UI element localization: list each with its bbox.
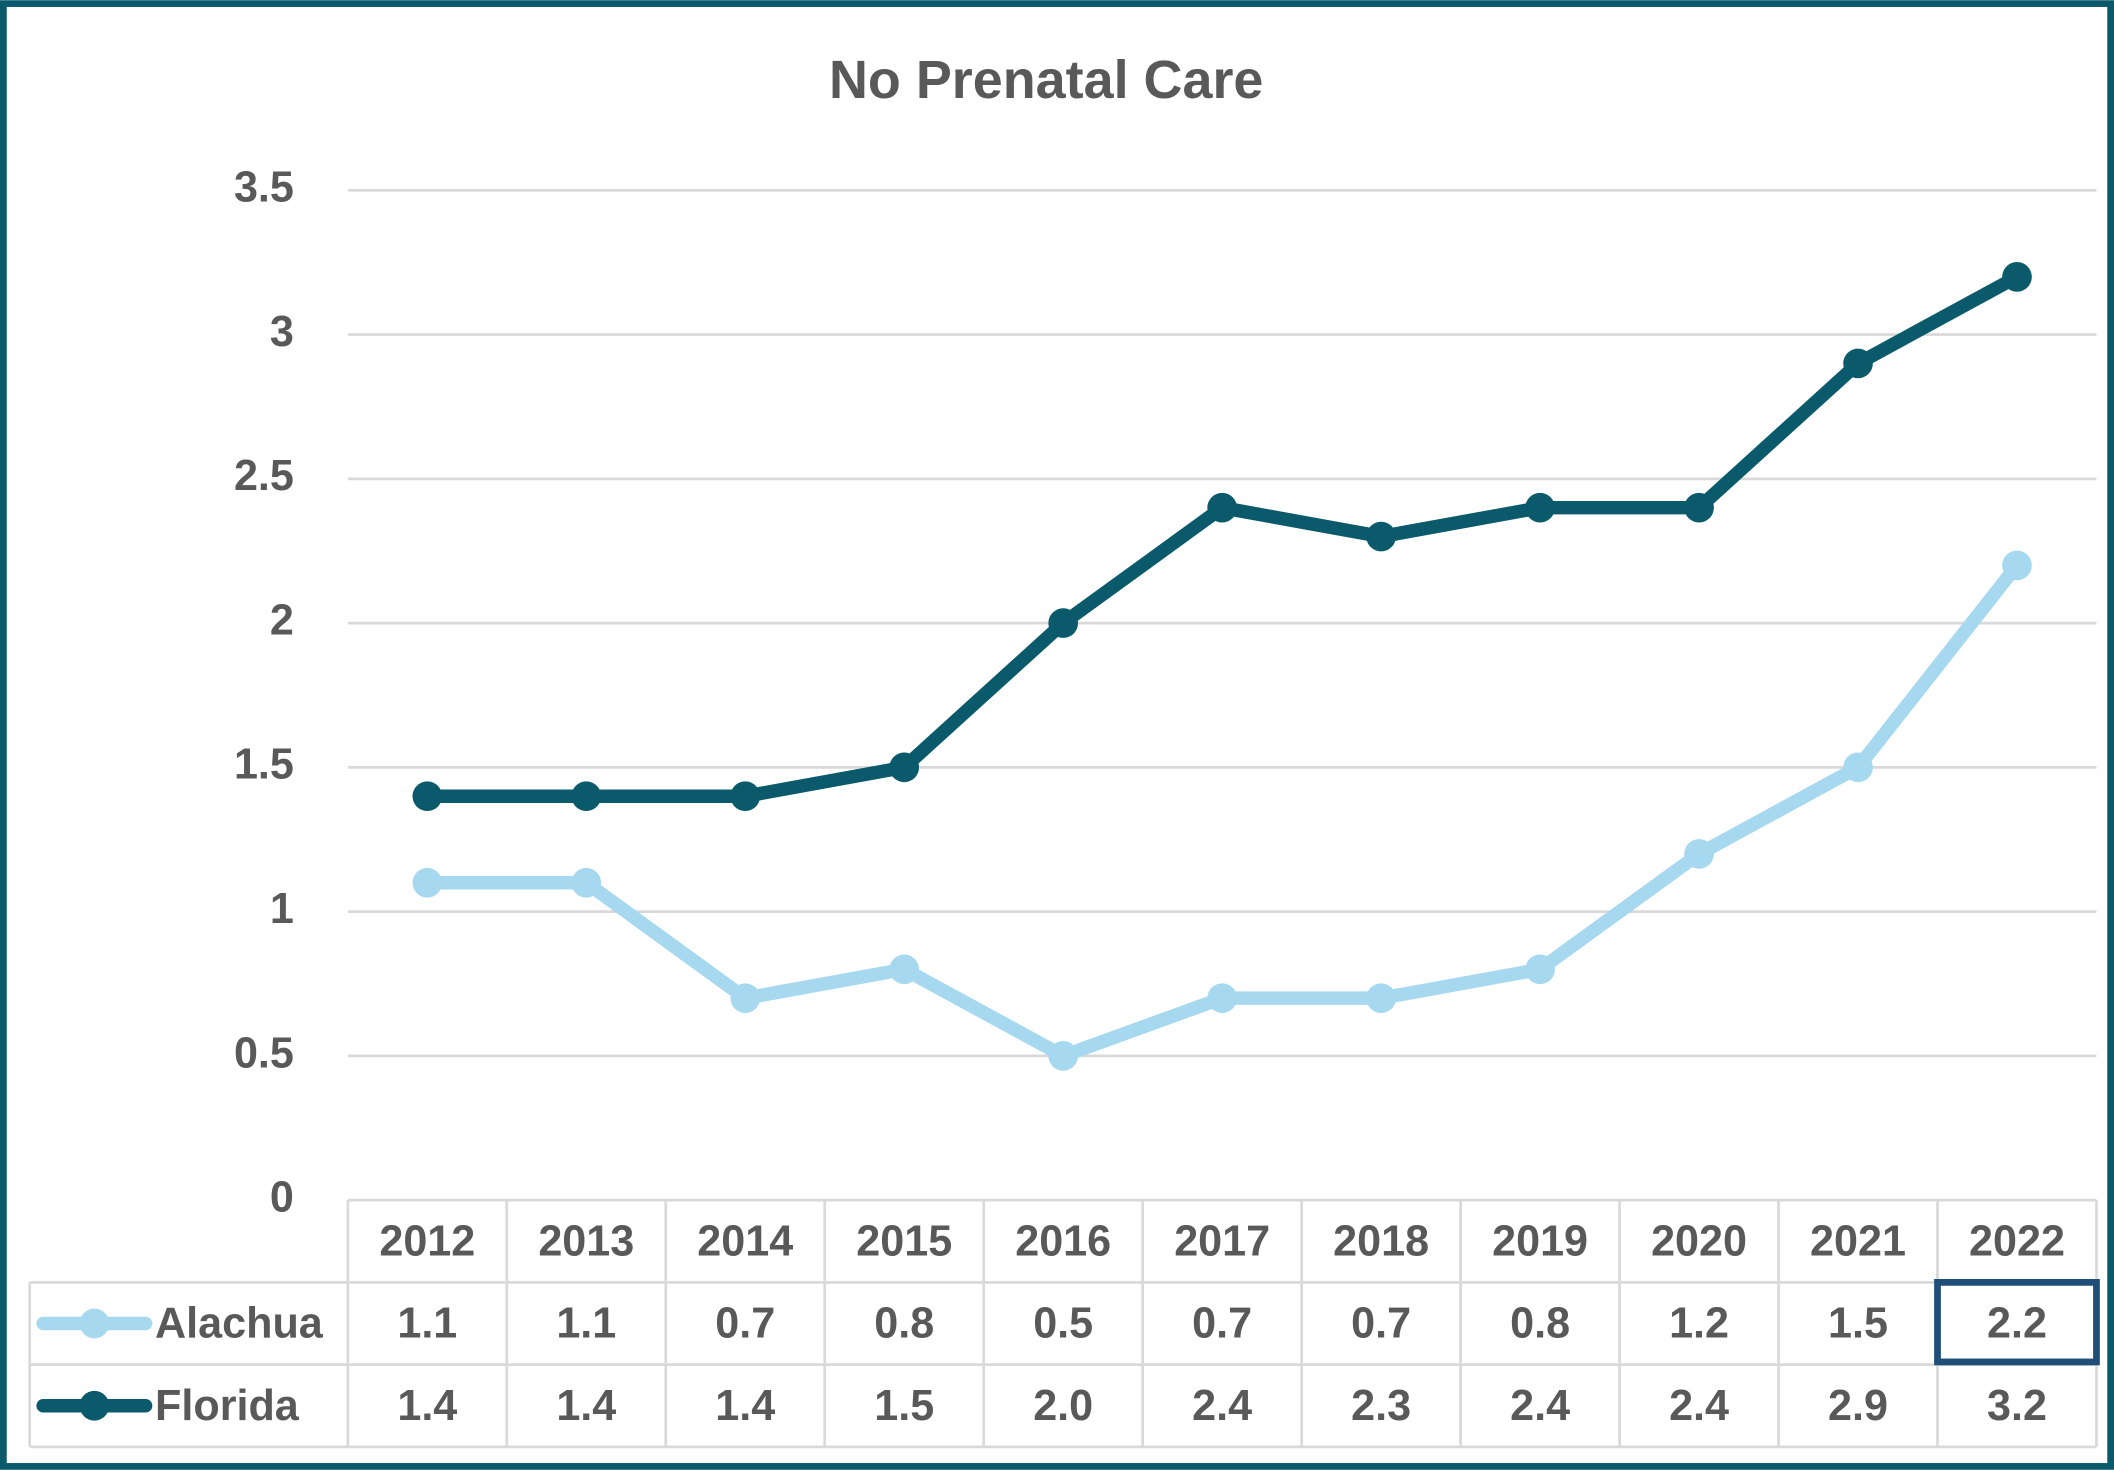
series-marker	[1207, 983, 1237, 1014]
data-table-value: 0.7	[1351, 1300, 1411, 1348]
data-table-value: 1.2	[1669, 1300, 1729, 1348]
y-tick-label: 3	[270, 308, 294, 356]
x-tick-label: 2013	[538, 1217, 634, 1265]
series-marker	[1684, 492, 1714, 523]
x-tick-label: 2016	[1015, 1217, 1111, 1265]
series-marker	[1843, 348, 1873, 379]
series-marker	[412, 781, 443, 812]
data-table-value: 2.4	[1510, 1382, 1570, 1430]
data-table-value: 2.3	[1351, 1382, 1411, 1430]
y-tick-label: 3.5	[234, 164, 294, 212]
data-table-value: 0.8	[874, 1300, 934, 1348]
legend-label: Florida	[155, 1382, 300, 1430]
data-table-value: 1.1	[397, 1300, 457, 1348]
series-marker	[571, 781, 602, 812]
series-marker	[1048, 608, 1079, 638]
data-table-value: 1.4	[397, 1382, 457, 1430]
x-tick-label: 2015	[856, 1217, 952, 1265]
y-tick-label: 1.5	[234, 741, 294, 789]
series-marker	[1207, 492, 1237, 523]
data-table-value: 0.5	[1033, 1300, 1093, 1348]
series-marker	[1048, 1041, 1079, 1071]
data-table-value: 3.2	[1987, 1382, 2047, 1430]
x-tick-label: 2017	[1174, 1217, 1270, 1265]
series-marker	[1366, 521, 1396, 552]
series-marker	[1525, 492, 1555, 523]
x-tick-label: 2022	[1969, 1217, 2065, 1265]
x-tick-label: 2021	[1810, 1217, 1906, 1265]
series-marker	[571, 867, 602, 898]
data-table-value: 2.2	[1987, 1300, 2047, 1348]
data-table-value: 0.8	[1510, 1300, 1570, 1348]
data-table-value: 0.7	[715, 1300, 775, 1348]
series-marker	[1525, 954, 1555, 985]
x-tick-label: 2014	[697, 1217, 793, 1265]
series-marker	[1366, 983, 1396, 1014]
data-table-value: 2.0	[1033, 1382, 1093, 1430]
series-marker	[1684, 839, 1714, 869]
series-marker	[730, 781, 761, 812]
y-tick-label: 0.5	[234, 1029, 294, 1077]
legend-key-marker	[79, 1390, 110, 1421]
y-tick-label: 1	[270, 885, 294, 933]
series-marker	[889, 954, 920, 985]
data-table-value: 1.5	[1828, 1300, 1888, 1348]
legend-key-marker	[79, 1308, 110, 1339]
data-table-value: 2.9	[1828, 1382, 1888, 1430]
y-tick-label: 2	[270, 596, 294, 644]
series-marker	[2002, 262, 2032, 292]
series-marker	[1843, 752, 1873, 783]
series-marker	[2002, 550, 2032, 581]
data-table-value: 2.4	[1669, 1382, 1729, 1430]
series-marker	[730, 983, 761, 1014]
y-tick-label: 0	[270, 1174, 294, 1222]
data-table-value: 2.4	[1192, 1382, 1252, 1430]
data-table-value: 1.4	[556, 1382, 616, 1430]
series-marker	[412, 867, 443, 898]
x-tick-label: 2019	[1492, 1217, 1588, 1265]
highlight-box	[1934, 1279, 2100, 1366]
data-table-value: 0.7	[1192, 1300, 1252, 1348]
x-tick-label: 2020	[1651, 1217, 1747, 1265]
chart-title: No Prenatal Care	[829, 50, 1263, 110]
series-marker	[889, 752, 920, 783]
data-table-value: 1.5	[874, 1382, 934, 1430]
legend-label: Alachua	[155, 1300, 324, 1348]
x-tick-label: 2018	[1333, 1217, 1429, 1265]
data-table-value: 1.4	[715, 1382, 775, 1430]
x-tick-label: 2012	[379, 1217, 475, 1265]
data-table-value: 1.1	[556, 1300, 616, 1348]
y-tick-label: 2.5	[234, 452, 294, 500]
